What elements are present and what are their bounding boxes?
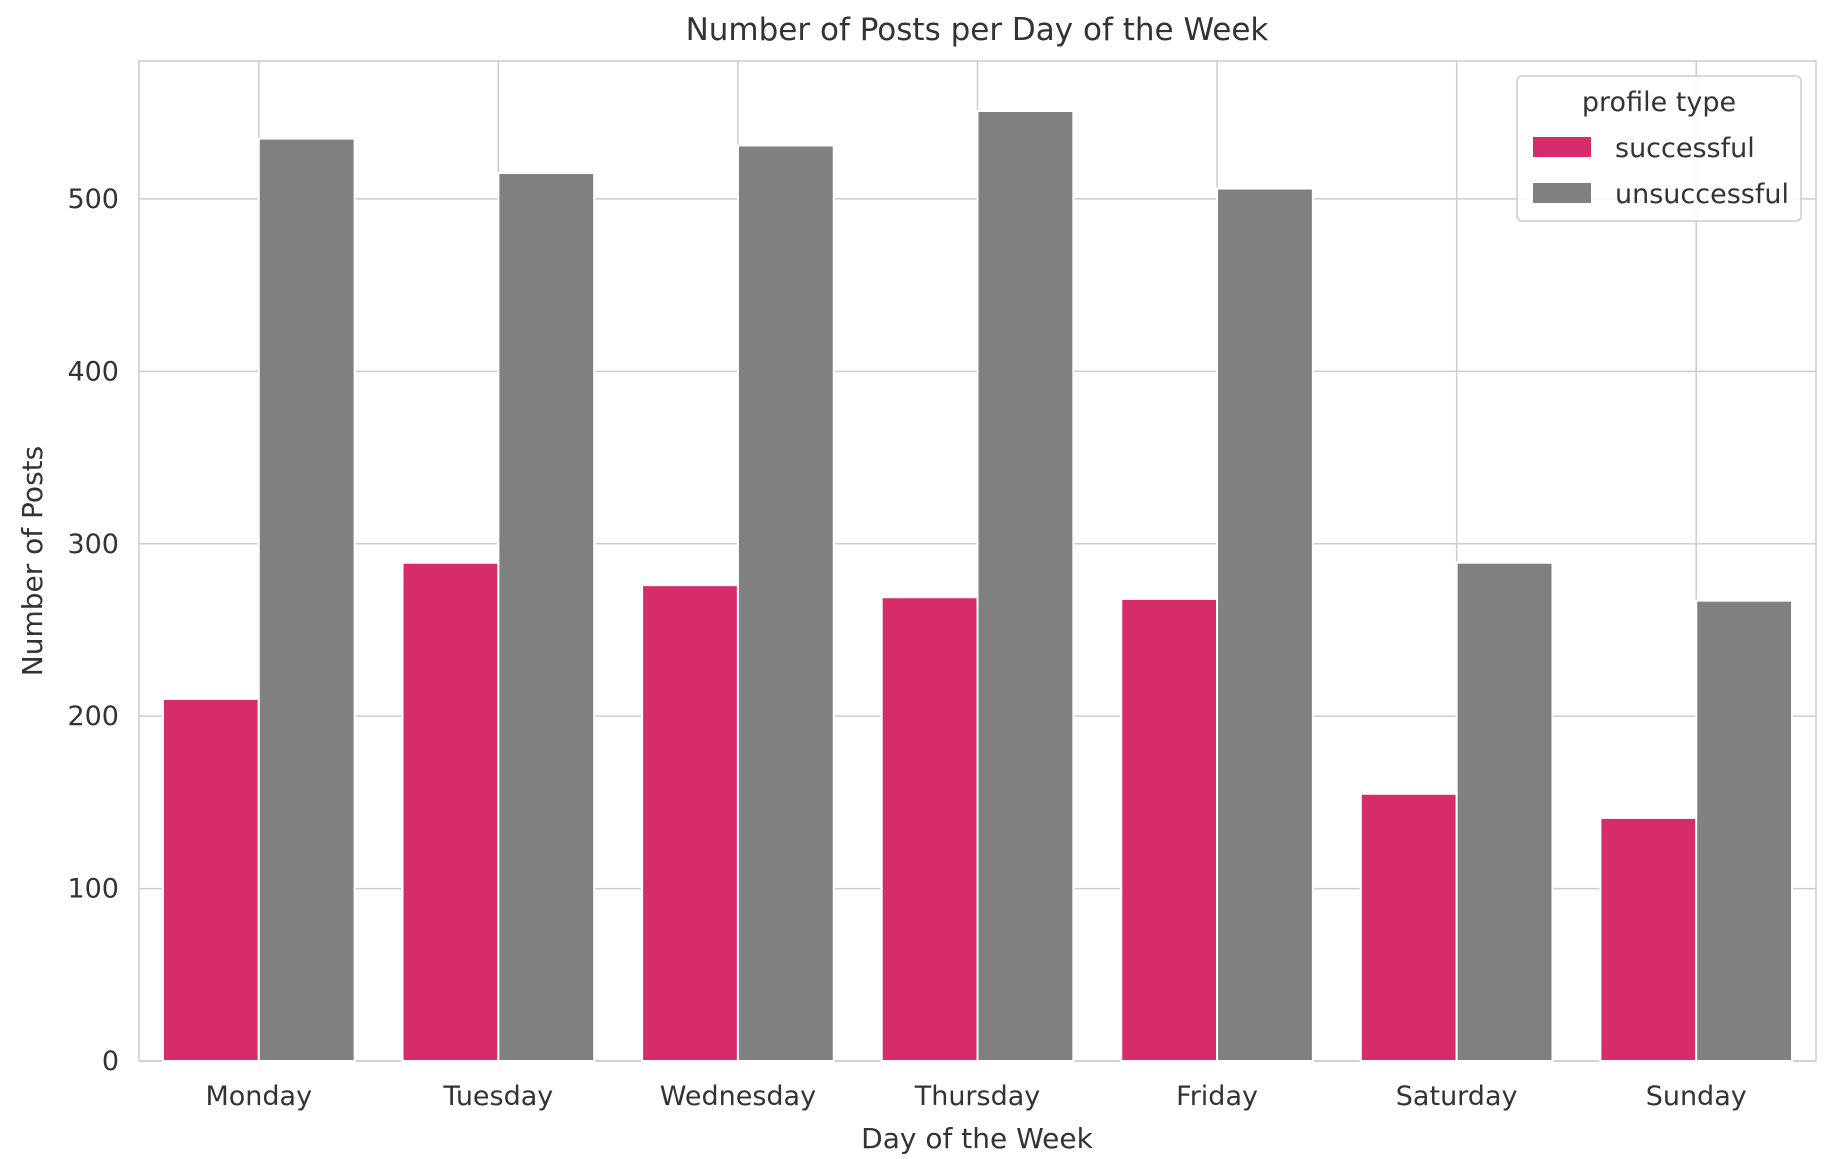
bar-successful-friday	[1120, 597, 1219, 1062]
y-axis-ticks: 0 100 200 300 400 500	[67, 184, 119, 1077]
bar-unsuccessful-sunday	[1695, 599, 1794, 1062]
bar-unsuccessful-wednesday	[736, 144, 835, 1062]
bar-unsuccessful-tuesday	[497, 172, 596, 1062]
bar-unsuccessful-monday	[257, 137, 356, 1063]
bar-successful-monday	[161, 697, 260, 1062]
bar-unsuccessful-saturday	[1455, 561, 1554, 1062]
x-tick-label: Monday	[205, 1081, 312, 1112]
legend-swatch-unsuccessful	[1533, 183, 1591, 203]
bar-unsuccessful-thursday	[976, 110, 1075, 1062]
y-tick-label: 100	[67, 874, 119, 905]
x-tick-label: Wednesday	[660, 1081, 816, 1112]
y-axis-label: Number of Posts	[16, 446, 49, 676]
x-axis-ticks: Monday Tuesday Wednesday Thursday Friday Satu…	[205, 1081, 1746, 1112]
y-tick-label: 0	[102, 1046, 119, 1077]
bar-unsuccessful-friday	[1216, 187, 1314, 1063]
x-tick-label: Sunday	[1646, 1081, 1747, 1112]
bar-successful-thursday	[880, 596, 979, 1062]
y-tick-label: 300	[67, 529, 119, 560]
x-tick-label: Saturday	[1396, 1081, 1518, 1112]
x-tick-label: Thursday	[914, 1081, 1041, 1112]
y-tick-label: 200	[67, 701, 119, 732]
bar-successful-tuesday	[401, 561, 500, 1062]
legend: profile type successful unsuccessful	[1516, 75, 1802, 222]
bar-successful-saturday	[1359, 792, 1458, 1062]
y-tick-label: 500	[67, 184, 119, 215]
legend-label-unsuccessful: unsuccessful	[1615, 179, 1789, 210]
legend-label-successful: successful	[1615, 133, 1755, 164]
chart-title: Number of Posts per Day of the Week	[686, 12, 1269, 48]
x-tick-label: Friday	[1176, 1081, 1258, 1112]
x-axis-label: Day of the Week	[861, 1122, 1093, 1155]
bars	[161, 110, 1794, 1063]
legend-swatch-successful	[1533, 137, 1591, 157]
bar-successful-wednesday	[641, 584, 739, 1062]
legend-title: profile type	[1582, 87, 1736, 118]
bar-successful-sunday	[1599, 816, 1698, 1062]
y-tick-label: 400	[67, 356, 119, 387]
x-tick-label: Tuesday	[442, 1081, 553, 1112]
legend-items: successful unsuccessful	[1533, 133, 1789, 210]
